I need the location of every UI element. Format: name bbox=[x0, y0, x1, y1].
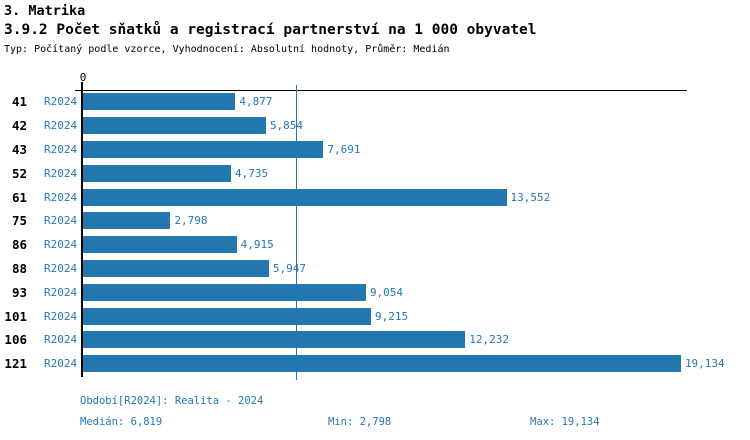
row-id-label: 86 bbox=[11, 237, 27, 253]
chart-row: 101 R2024 9,215 bbox=[0, 304, 750, 328]
row-period-label: R2024 bbox=[44, 190, 78, 204]
row-period-label: R2024 bbox=[44, 166, 78, 180]
bar-track: 5,947 bbox=[83, 259, 750, 277]
bar bbox=[83, 117, 266, 135]
bar-value-label: 4,877 bbox=[239, 95, 273, 109]
bar-value-label: 9,215 bbox=[374, 309, 409, 323]
bar bbox=[83, 259, 269, 277]
footer-max: Max: 19,134 bbox=[530, 416, 600, 428]
bar-value-label: 5,947 bbox=[272, 261, 306, 275]
bar bbox=[83, 140, 324, 158]
bar-value-label: 5,854 bbox=[269, 119, 304, 133]
row-id-label: 75 bbox=[11, 213, 27, 229]
bar-value-label: 12,232 bbox=[469, 333, 509, 347]
bar-value-label: 7,691 bbox=[327, 142, 361, 156]
bar bbox=[83, 212, 171, 230]
row-period-label: R2024 bbox=[44, 142, 78, 156]
bar bbox=[83, 93, 236, 111]
row-id-label: 121 bbox=[4, 356, 27, 372]
footer-min: Min: 2,798 bbox=[328, 416, 392, 428]
row-period-label: R2024 bbox=[44, 119, 78, 133]
bar-value-label: 19,134 bbox=[684, 357, 725, 371]
chart-row: 106 R2024 12,232 bbox=[0, 328, 750, 352]
row-id-label: 106 bbox=[4, 332, 27, 348]
bar-track: 9,054 bbox=[83, 283, 750, 301]
bar-track: 2,798 bbox=[83, 212, 750, 230]
row-id-label: 88 bbox=[11, 260, 27, 276]
row-id-label: 61 bbox=[11, 189, 27, 205]
row-period-label: R2024 bbox=[44, 357, 78, 371]
chart-row: 42 R2024 5,854 bbox=[0, 114, 750, 138]
chart-rows: 41 R2024 4,877 42 R2024 5,854 43 R2024 7,691 52 R2… bbox=[0, 90, 750, 376]
chart-row: 93 R2024 9,054 bbox=[0, 280, 750, 304]
bar-track: 9,215 bbox=[83, 307, 750, 325]
row-period-label: R2024 bbox=[44, 238, 78, 252]
row-id-label: 41 bbox=[11, 94, 27, 110]
section-title: 3. Matrika bbox=[4, 3, 86, 19]
chart-row: 41 R2024 4,877 bbox=[0, 90, 750, 114]
bar-track: 4,735 bbox=[83, 164, 750, 182]
bar bbox=[83, 307, 371, 325]
row-period-label: R2024 bbox=[44, 285, 78, 299]
row-period-label: R2024 bbox=[44, 214, 78, 228]
y-axis-line bbox=[81, 82, 83, 377]
row-period-label: R2024 bbox=[44, 309, 78, 323]
bar-value-label: 9,054 bbox=[369, 285, 404, 299]
chart-row: 88 R2024 5,947 bbox=[0, 257, 750, 281]
row-period-label: R2024 bbox=[44, 261, 78, 275]
x-axis-line bbox=[75, 90, 687, 91]
footer-period: Období[R2024]: Realita - 2024 bbox=[80, 395, 264, 407]
bar bbox=[83, 331, 466, 349]
bar-value-label: 13,552 bbox=[510, 190, 551, 204]
bar bbox=[83, 236, 237, 254]
bar-track: 5,854 bbox=[83, 117, 750, 135]
chart-title: 3.9.2 Počet sňatků a registrací partners… bbox=[4, 22, 537, 38]
bar bbox=[83, 355, 681, 373]
bar-value-label: 4,735 bbox=[234, 166, 269, 180]
chart-subtitle: Typ: Počítaný podle vzorce, Vyhodnocení:… bbox=[4, 44, 450, 55]
bar-track: 13,552 bbox=[83, 188, 750, 206]
bar-track: 4,877 bbox=[83, 93, 750, 111]
chart-row: 75 R2024 2,798 bbox=[0, 209, 750, 233]
row-id-label: 42 bbox=[11, 118, 27, 134]
footer-median: Medián: 6,819 bbox=[80, 416, 163, 428]
bar-track: 7,691 bbox=[83, 140, 750, 158]
chart-row: 86 R2024 4,915 bbox=[0, 233, 750, 257]
bar bbox=[83, 164, 231, 182]
chart-row: 43 R2024 7,691 bbox=[0, 138, 750, 162]
row-id-label: 101 bbox=[4, 308, 27, 324]
row-period-label: R2024 bbox=[44, 333, 78, 347]
row-id-label: 93 bbox=[11, 284, 27, 300]
row-id-label: 52 bbox=[11, 165, 27, 181]
row-period-label: R2024 bbox=[44, 95, 78, 109]
axis-origin-label: 0 bbox=[79, 71, 87, 84]
bar-track: 4,915 bbox=[83, 236, 750, 254]
bar-value-label: 4,915 bbox=[240, 238, 274, 252]
row-id-label: 43 bbox=[11, 141, 27, 157]
bar-track: 19,134 bbox=[83, 355, 750, 373]
bar-track: 12,232 bbox=[83, 331, 750, 349]
bar-value-label: 2,798 bbox=[174, 214, 208, 228]
median-line bbox=[296, 85, 298, 380]
chart-row: 61 R2024 13,552 bbox=[0, 185, 750, 209]
chart-row: 121 R2024 19,134 bbox=[0, 352, 750, 376]
bar bbox=[83, 188, 507, 206]
chart-row: 52 R2024 4,735 bbox=[0, 161, 750, 185]
bar bbox=[83, 283, 366, 301]
